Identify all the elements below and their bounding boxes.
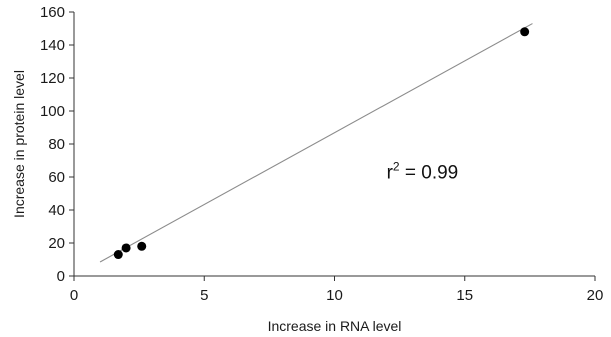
y-tick-label: 80 — [48, 136, 65, 153]
y-tick-label: 100 — [40, 103, 65, 120]
x-tick-label: 10 — [326, 287, 343, 304]
x-axis-title: Increase in RNA level — [268, 318, 402, 334]
r-squared-value: = 0.99 — [400, 163, 459, 184]
y-axis-title: Increase in protein level — [11, 70, 27, 218]
trendline — [99, 23, 533, 263]
y-tick-label: 60 — [48, 169, 65, 186]
y-tick-label: 20 — [48, 235, 65, 252]
x-tick-label: 5 — [200, 287, 208, 304]
x-tick-label: 20 — [587, 287, 604, 304]
data-points — [113, 27, 530, 260]
y-tick-label: 0 — [57, 268, 65, 285]
r-squared-annotation: r2 = 0.99 — [387, 160, 459, 184]
y-tick-label: 40 — [48, 202, 65, 219]
y-tick-label: 140 — [40, 37, 65, 54]
r-squared-prefix: r — [387, 163, 394, 184]
r-squared-superscript: 2 — [393, 160, 400, 174]
trendline-group — [99, 23, 533, 263]
data-point — [137, 241, 147, 251]
x-tick-label: 0 — [70, 287, 78, 304]
data-point — [121, 243, 131, 253]
ticks: 0 20 40 60 80 100 120 140 160 0 5 10 15 20 — [40, 4, 603, 304]
y-tick-label: 160 — [40, 4, 65, 21]
data-point — [113, 250, 123, 260]
x-tick-label: 15 — [456, 287, 473, 304]
axes — [73, 12, 595, 277]
data-point — [520, 27, 530, 37]
y-tick-label: 120 — [40, 70, 65, 87]
